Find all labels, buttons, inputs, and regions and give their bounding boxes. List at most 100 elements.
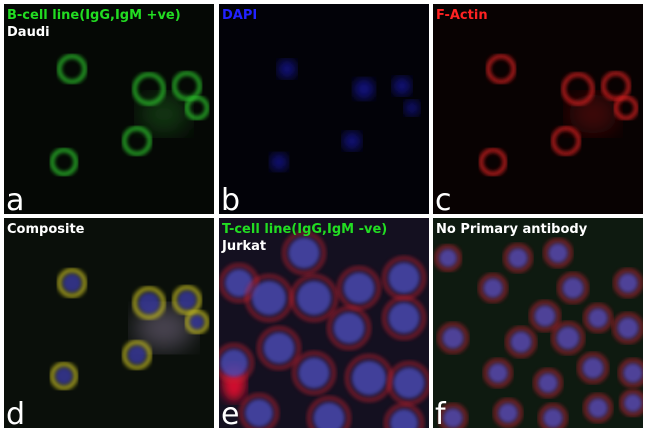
- nucleus: [224, 268, 254, 298]
- cell-ring: [503, 243, 533, 273]
- nucleus: [388, 302, 420, 334]
- nucleus: [441, 326, 465, 350]
- cell-ring: [438, 403, 468, 428]
- cell-ring: [337, 266, 381, 310]
- cell-ring: [50, 362, 78, 390]
- cell-ring: [239, 393, 279, 428]
- panel-letter: d: [6, 397, 25, 432]
- cell-ring: [543, 238, 573, 268]
- cell-ring: [57, 54, 87, 84]
- cells: [270, 60, 420, 171]
- nucleus: [393, 367, 425, 399]
- nucleus: [288, 237, 320, 269]
- cell-ring: [50, 148, 78, 176]
- cell-ring: [219, 263, 259, 303]
- nucleus: [62, 273, 82, 293]
- nucleus: [177, 290, 197, 310]
- nucleus: [270, 153, 288, 171]
- nucleus: [137, 291, 161, 315]
- nucleus: [127, 345, 147, 365]
- nucleus: [497, 402, 519, 424]
- nucleus: [263, 332, 295, 364]
- nucleus: [616, 316, 640, 340]
- nucleus: [542, 407, 564, 428]
- panel-label: Daudi: [7, 25, 50, 40]
- cell-ring: [533, 368, 563, 398]
- cell-ring: [486, 54, 516, 84]
- nucleus: [537, 372, 559, 394]
- nucleus: [509, 330, 533, 354]
- cell-ring: [618, 358, 643, 388]
- cells: [219, 231, 429, 428]
- cell-ring: [307, 396, 351, 428]
- cell-ring: [601, 71, 631, 101]
- panel-label: Jurkat: [221, 239, 266, 254]
- nucleus: [507, 247, 529, 269]
- cell-ring: [132, 286, 166, 320]
- panel: Composite d: [4, 218, 214, 432]
- nucleus: [219, 348, 249, 378]
- cell-ring: [384, 403, 424, 428]
- nucleus: [587, 397, 609, 419]
- cell-ring: [122, 126, 152, 156]
- nucleus: [393, 77, 411, 95]
- cell-ring: [184, 309, 210, 335]
- panel: No Primary antibody f: [433, 218, 643, 432]
- cell-ring: [577, 352, 609, 384]
- cell-ring: [505, 326, 537, 358]
- nucleus: [343, 272, 375, 304]
- nucleus: [278, 60, 296, 78]
- nucleus: [533, 304, 557, 328]
- nucleus: [313, 402, 345, 428]
- nucleus: [561, 276, 585, 300]
- cell-ring: [613, 268, 643, 298]
- cell-ring: [583, 303, 613, 333]
- nucleus: [189, 314, 205, 330]
- cells: [50, 54, 210, 176]
- panel-label: Composite: [7, 222, 85, 237]
- panel: F-Actin c: [433, 4, 643, 218]
- cell-ring: [219, 343, 254, 383]
- cell-ring: [557, 272, 589, 304]
- cell-ring: [382, 296, 426, 340]
- cell-ring: [387, 361, 429, 405]
- cell-ring: [483, 358, 513, 388]
- panel-letter: f: [435, 397, 447, 432]
- nucleus: [343, 132, 361, 150]
- cell-ring: [172, 285, 202, 315]
- nucleus: [482, 277, 504, 299]
- cell-ring: [493, 398, 523, 428]
- cell-ring: [561, 72, 595, 106]
- panel-label: T-cell line(IgG,IgM -ve): [222, 222, 387, 237]
- panel-label: DAPI: [222, 8, 257, 23]
- cells: [50, 268, 210, 390]
- glow: [568, 94, 618, 134]
- nucleus: [442, 407, 464, 428]
- nucleus: [296, 280, 332, 316]
- nucleus: [333, 312, 365, 344]
- panel-letter: a: [6, 183, 24, 218]
- cell-ring: [434, 244, 462, 272]
- panel-background: [219, 4, 429, 214]
- nucleus: [54, 366, 74, 386]
- cell-ring: [478, 273, 508, 303]
- cell-ring: [529, 300, 561, 332]
- nucleus: [404, 100, 420, 116]
- nucleus: [251, 280, 287, 316]
- cell-ring: [282, 231, 326, 275]
- cell-ring: [437, 322, 469, 354]
- nucleus: [353, 78, 375, 100]
- cells: [479, 54, 639, 176]
- cell-ring: [479, 148, 507, 176]
- panel: T-cell line(IgG,IgM -ve) Jurkat e: [219, 218, 429, 432]
- glow: [139, 94, 189, 134]
- panel-letter: e: [221, 397, 239, 432]
- nucleus: [389, 408, 419, 428]
- nucleus: [298, 357, 330, 389]
- nucleus: [617, 272, 639, 294]
- cell-ring: [184, 95, 210, 121]
- cell-ring: [122, 340, 152, 370]
- cell-ring: [538, 403, 568, 428]
- cell-ring: [613, 95, 639, 121]
